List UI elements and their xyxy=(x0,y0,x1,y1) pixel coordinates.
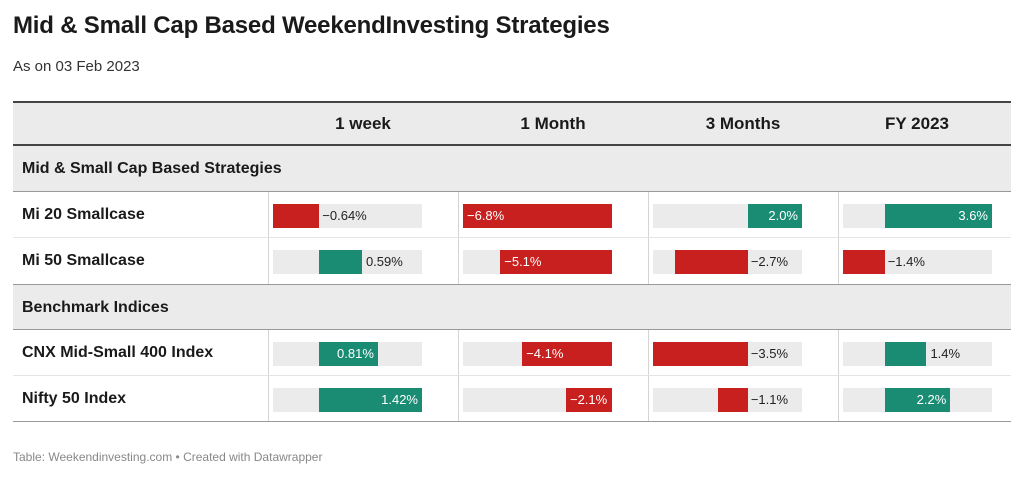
column-header-fy-2023[interactable]: FY 2023 xyxy=(885,113,949,133)
column-header-1-week[interactable]: 1 week xyxy=(335,113,391,133)
column-divider xyxy=(268,376,269,421)
value-label: −5.1% xyxy=(504,254,542,269)
negative-bar xyxy=(273,204,320,228)
column-divider xyxy=(838,330,839,375)
bar-cell-1-month: −5.1% xyxy=(463,250,612,274)
group-label: Benchmark Indices xyxy=(22,299,169,316)
value-label: −2.7% xyxy=(750,254,789,269)
positive-bar xyxy=(884,204,992,228)
value-label: −4.1% xyxy=(526,346,564,361)
column-divider xyxy=(648,192,649,237)
column-divider xyxy=(458,192,459,237)
column-divider xyxy=(268,330,269,375)
value-label: 2.0% xyxy=(768,208,798,223)
bar-cell-fy-2023: 2.2% xyxy=(843,388,992,412)
chart-subtitle: As on 03 Feb 2023 xyxy=(13,58,140,75)
bar-cell-1-week: 1.42% xyxy=(273,388,422,412)
negative-bar xyxy=(463,204,612,228)
column-divider xyxy=(838,238,839,284)
positive-bar xyxy=(884,388,951,412)
table-header: 1 week 1 Month 3 Months FY 2023 xyxy=(13,101,1011,146)
table-row: Nifty 50 Index 1.42% −2.1% −1.1% 2.2% xyxy=(13,376,1011,422)
negative-bar xyxy=(565,388,612,412)
positive-bar xyxy=(747,204,802,228)
table-row: Mi 20 Smallcase −0.64% −6.8% 2.0% 3.6% xyxy=(13,192,1011,238)
column-divider xyxy=(648,330,649,375)
value-label: −6.8% xyxy=(467,208,505,223)
value-label: −2.1% xyxy=(569,392,608,407)
negative-bar xyxy=(674,250,748,274)
positive-bar xyxy=(884,342,927,366)
negative-bar xyxy=(718,388,748,412)
bar-cell-fy-2023: 1.4% xyxy=(843,342,992,366)
negative-bar xyxy=(522,342,612,366)
group-label: Mid & Small Cap Based Strategies xyxy=(22,160,282,177)
value-label: 1.42% xyxy=(381,392,418,407)
column-header-3-months[interactable]: 3 Months xyxy=(705,113,781,133)
performance-table: 1 week 1 Month 3 Months FY 2023 Mid & Sm… xyxy=(13,101,1011,422)
value-label: −0.64% xyxy=(322,208,367,223)
negative-bar xyxy=(653,342,748,366)
value-label: 2.2% xyxy=(916,392,947,407)
value-label: −1.1% xyxy=(750,392,789,407)
positive-bar xyxy=(319,250,362,274)
positive-bar xyxy=(319,342,378,366)
column-divider xyxy=(458,330,459,375)
group-row-strategies: Mid & Small Cap Based Strategies xyxy=(13,146,1011,192)
value-label: 3.6% xyxy=(958,208,988,223)
bar-cell-1-month: −6.8% xyxy=(463,204,612,228)
source-footer: Table: Weekendinvesting.com • Created wi… xyxy=(13,450,323,464)
value-label: 0.59% xyxy=(365,254,403,269)
bar-cell-3-months: −3.5% xyxy=(653,342,802,366)
positive-bar xyxy=(319,388,422,412)
row-label: Nifty 50 Index xyxy=(22,390,127,407)
bar-cell-fy-2023: −1.4% xyxy=(843,250,992,274)
table-row: CNX Mid-Small 400 Index 0.81% −4.1% −3.5% 1… xyxy=(13,330,1011,376)
value-label: −1.4% xyxy=(887,254,925,269)
negative-bar xyxy=(843,250,885,274)
column-divider xyxy=(648,238,649,284)
row-label: CNX Mid-Small 400 Index xyxy=(22,344,214,361)
negative-bar xyxy=(500,250,612,274)
value-label: 1.4% xyxy=(930,346,961,361)
column-divider xyxy=(648,376,649,421)
value-label: −3.5% xyxy=(750,346,789,361)
column-divider xyxy=(838,192,839,237)
bar-cell-3-months: −2.7% xyxy=(653,250,802,274)
column-divider xyxy=(458,376,459,421)
column-divider xyxy=(268,192,269,237)
column-divider xyxy=(458,238,459,284)
bar-cell-1-week: 0.81% xyxy=(273,342,422,366)
column-header-1-month[interactable]: 1 Month xyxy=(520,113,586,133)
column-divider xyxy=(838,376,839,421)
chart-title: Mid & Small Cap Based WeekendInvesting S… xyxy=(13,12,610,39)
bar-cell-fy-2023: 3.6% xyxy=(843,204,992,228)
group-row-benchmarks: Benchmark Indices xyxy=(13,284,1011,330)
bar-cell-1-month: −2.1% xyxy=(463,388,612,412)
bar-cell-3-months: −1.1% xyxy=(653,388,802,412)
value-label: 0.81% xyxy=(337,346,374,361)
row-label: Mi 20 Smallcase xyxy=(22,206,145,223)
row-label: Mi 50 Smallcase xyxy=(22,252,145,269)
column-divider xyxy=(268,238,269,284)
bar-cell-1-week: 0.59% xyxy=(273,250,422,274)
bar-cell-3-months: 2.0% xyxy=(653,204,802,228)
bar-cell-1-month: −4.1% xyxy=(463,342,612,366)
bar-cell-1-week: −0.64% xyxy=(273,204,422,228)
table-row: Mi 50 Smallcase 0.59% −5.1% −2.7% −1.4% xyxy=(13,238,1011,284)
